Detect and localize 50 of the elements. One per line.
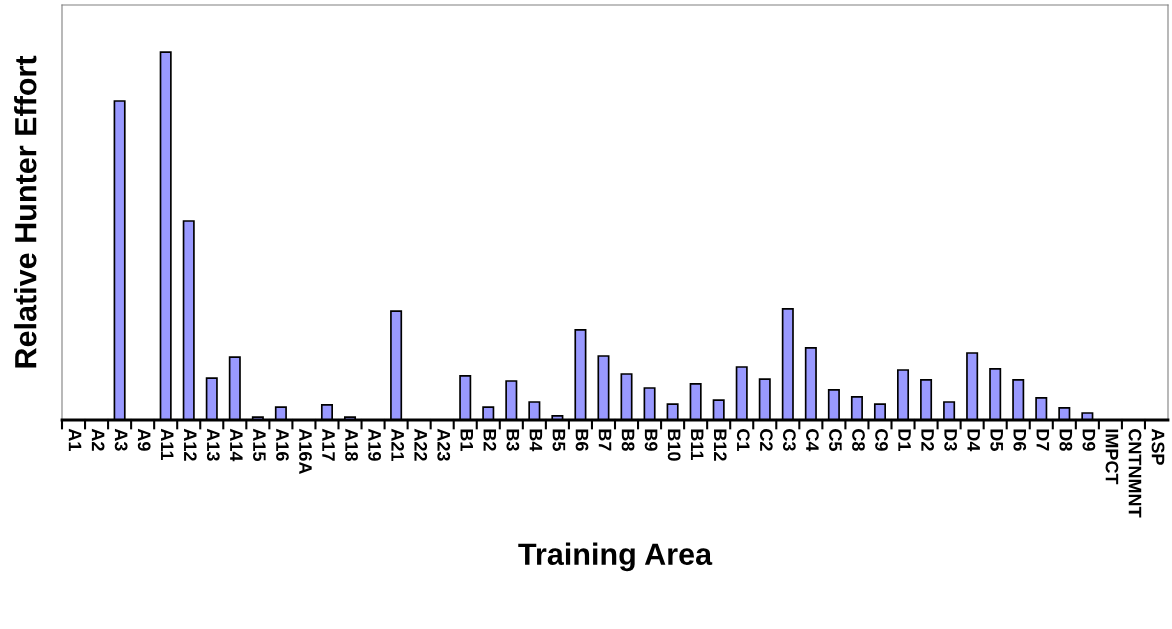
x-tick-label: CNTNMNT bbox=[1128, 429, 1142, 518]
x-tick-label: D5 bbox=[990, 429, 1003, 451]
x-tick-label: D6 bbox=[1013, 429, 1027, 451]
x-tick-label: B6 bbox=[575, 429, 589, 451]
x-tick-label: B10 bbox=[667, 429, 681, 461]
x-tick-label: IMPCT bbox=[1105, 429, 1119, 485]
x-tick-label: B5 bbox=[552, 429, 566, 451]
x-tick-label: C3 bbox=[782, 429, 796, 451]
x-tick-label: A2 bbox=[91, 428, 105, 451]
x-tick-label: C9 bbox=[875, 429, 888, 451]
x-tick-label: C5 bbox=[829, 429, 842, 451]
x-tick-label: B8 bbox=[621, 429, 635, 451]
x-tick-label: A11 bbox=[161, 428, 174, 460]
x-tick-label: A21 bbox=[391, 428, 405, 461]
x-tick-label: C2 bbox=[759, 429, 773, 451]
x-tick-label: A17 bbox=[322, 428, 335, 461]
x-tick-label: D7 bbox=[1036, 429, 1050, 451]
x-tick-label: B11 bbox=[690, 429, 704, 460]
x-tick-label: D8 bbox=[1059, 429, 1073, 451]
x-tick-label: A15 bbox=[253, 428, 266, 461]
y-axis-title: Relative Hunter Effort bbox=[14, 55, 37, 368]
x-tick-label: A19 bbox=[368, 428, 381, 461]
x-tick-label: A12 bbox=[184, 428, 197, 461]
x-tick-label: B3 bbox=[506, 429, 520, 451]
x-tick-label: B4 bbox=[529, 429, 543, 452]
x-tick-label: A18 bbox=[345, 428, 358, 461]
x-tick-label: B2 bbox=[483, 429, 497, 451]
x-tick-label: B1 bbox=[460, 429, 473, 451]
x-tick-label: B12 bbox=[714, 429, 727, 461]
x-tick-label: A14 bbox=[230, 428, 243, 462]
x-tick-label: C1 bbox=[736, 429, 750, 451]
x-tick-label: A23 bbox=[437, 428, 451, 461]
x-tick-label: ASP bbox=[1151, 428, 1165, 465]
x-tick-label: D9 bbox=[1082, 429, 1096, 451]
x-tick-label: C4 bbox=[806, 429, 819, 452]
x-tick-label: C8 bbox=[852, 429, 865, 451]
x-tick-label: B7 bbox=[598, 429, 612, 451]
x-axis-title: Training Area bbox=[518, 542, 713, 572]
x-tick-label: D1 bbox=[898, 429, 911, 451]
x-tick-label: A16 bbox=[276, 428, 289, 461]
x-tick-label: A16A bbox=[299, 428, 312, 475]
x-tick-label: A22 bbox=[414, 428, 428, 461]
x-tick-label: D2 bbox=[921, 429, 934, 451]
x-tick-label: A9 bbox=[137, 428, 151, 451]
x-tick-label: A13 bbox=[206, 428, 220, 461]
x-tick-label: A3 bbox=[114, 428, 128, 451]
x-tick-label: B9 bbox=[644, 429, 658, 451]
x-tick-label: D4 bbox=[967, 429, 980, 452]
x-tick-label: D3 bbox=[944, 429, 958, 451]
x-tick-label: A1 bbox=[68, 428, 82, 451]
